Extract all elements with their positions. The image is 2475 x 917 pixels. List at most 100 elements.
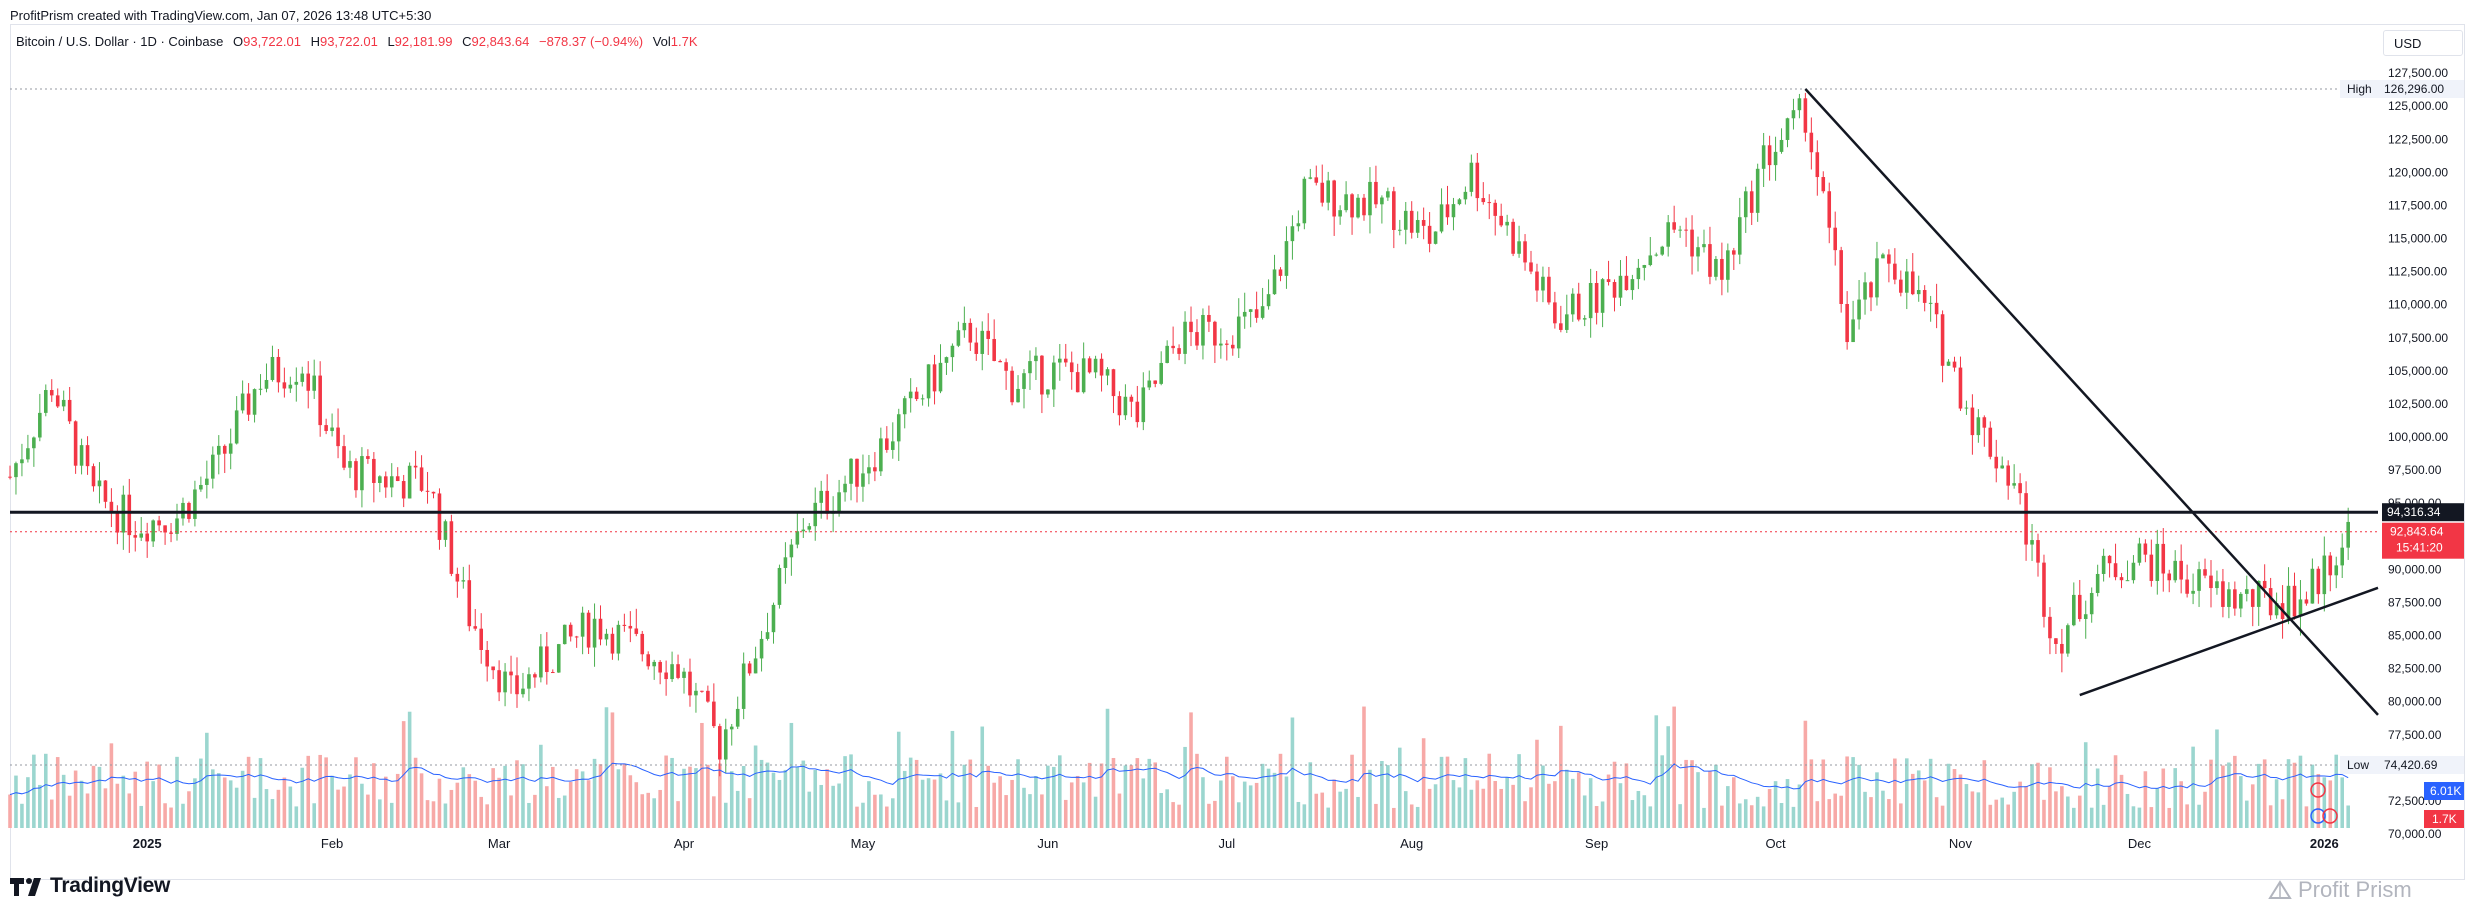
candle-body	[1254, 309, 1259, 318]
volume-bar	[1463, 758, 1468, 828]
volume-bar	[1022, 787, 1026, 828]
volume-bar	[1773, 781, 1778, 828]
candle-body	[920, 398, 925, 400]
volume-bar	[1153, 762, 1158, 828]
candle-body	[735, 708, 740, 727]
volume-bar	[2030, 764, 2034, 828]
candle-body	[992, 338, 996, 361]
candle-body	[378, 476, 382, 483]
candle-body	[1368, 181, 1372, 216]
volume-bar	[568, 781, 573, 828]
volume-bar	[604, 707, 609, 828]
candle-body	[2227, 589, 2231, 607]
volume-bar	[485, 804, 489, 828]
candle-body	[1075, 372, 1080, 393]
volume-bar	[1302, 804, 1307, 828]
candle-body	[342, 446, 346, 468]
volume-bar	[741, 766, 746, 828]
volume-bar	[288, 786, 293, 828]
candle-body	[986, 330, 991, 339]
volume-bar	[1875, 772, 1879, 828]
candle-body	[1069, 362, 1074, 373]
candle-body	[604, 633, 609, 640]
candle-body	[1648, 255, 1653, 266]
candle-body	[1183, 321, 1187, 354]
volume-bar	[1899, 803, 1903, 828]
volume-bar	[252, 797, 257, 828]
volume-bar	[2304, 806, 2309, 828]
candle-body	[2030, 540, 2034, 545]
high-value: 93,722.01	[319, 34, 378, 49]
candle-body	[1541, 276, 1545, 291]
candle-body	[1696, 247, 1700, 257]
candle-body	[276, 356, 281, 383]
y-tick-label: 97,500.00	[2388, 463, 2442, 477]
volume-bar	[1881, 790, 1885, 828]
volume-bar	[1630, 800, 1635, 828]
candle-body	[2167, 573, 2172, 581]
volume-bar	[1272, 772, 1277, 828]
candle-body	[640, 633, 645, 655]
volume-bar	[139, 805, 144, 828]
tradingview-brand[interactable]: TradingView	[10, 874, 170, 898]
candle-body	[467, 580, 472, 627]
volume-bar	[795, 766, 800, 828]
volume-bar	[1946, 763, 1951, 828]
volume-bar	[831, 785, 835, 828]
candle-body	[1809, 132, 1814, 153]
volume-bar	[1761, 806, 1766, 828]
low-value-label: 74,420.69	[2384, 758, 2438, 772]
volume-bar	[896, 731, 901, 828]
volume-bar	[79, 780, 84, 828]
candle-body	[1773, 151, 1778, 166]
candle-body	[646, 654, 651, 667]
volume-bar	[14, 775, 18, 828]
volume-bar	[336, 789, 340, 828]
candle-body	[407, 465, 412, 499]
volume-bar	[2072, 807, 2076, 828]
volume-ma-label-bg	[2424, 782, 2464, 800]
volume-bar	[2292, 762, 2297, 828]
candle-body	[1099, 358, 1104, 376]
candle-body	[628, 625, 633, 629]
candle-body	[1553, 302, 1557, 324]
candle-body	[688, 671, 692, 696]
volume-bar	[1988, 804, 1993, 828]
volume-bar	[1934, 797, 1939, 828]
candle-body	[2286, 585, 2291, 619]
close-label: C	[462, 34, 472, 49]
volume-bar	[2173, 768, 2177, 828]
volume-bar	[1308, 762, 1313, 828]
candle-body	[61, 399, 66, 407]
candle-body	[2077, 594, 2082, 620]
candle-body	[1708, 244, 1712, 277]
candle-body	[103, 480, 108, 502]
volume-bar	[944, 800, 949, 828]
volume-bar	[1916, 770, 1921, 828]
volume-bar	[2054, 791, 2058, 828]
candles	[8, 92, 2350, 777]
volume-bar	[1326, 807, 1330, 828]
candle-body	[2018, 483, 2022, 494]
candle-body	[1893, 263, 1897, 280]
volume-bar	[282, 777, 287, 828]
candle-body	[1403, 210, 1408, 230]
candle-body	[1344, 194, 1348, 211]
volume-bar	[61, 774, 66, 828]
volume-bar	[1415, 806, 1420, 828]
x-tick-label: May	[851, 836, 876, 851]
currency-selector[interactable]: USD	[2383, 30, 2463, 56]
candle-body	[20, 459, 24, 464]
volume-bar	[2316, 774, 2321, 828]
candle-body	[419, 467, 424, 491]
candle-body	[324, 425, 328, 431]
symbol-title[interactable]: Bitcoin / U.S. Dollar · 1D · Coinbase	[16, 34, 224, 49]
volume-bar	[527, 802, 531, 828]
candle-body	[1887, 254, 1891, 264]
candle-body	[1672, 222, 1676, 230]
volume-bar	[8, 794, 12, 828]
candle-body	[741, 663, 746, 709]
candle-body	[228, 443, 233, 454]
volume-bar	[1737, 803, 1742, 828]
